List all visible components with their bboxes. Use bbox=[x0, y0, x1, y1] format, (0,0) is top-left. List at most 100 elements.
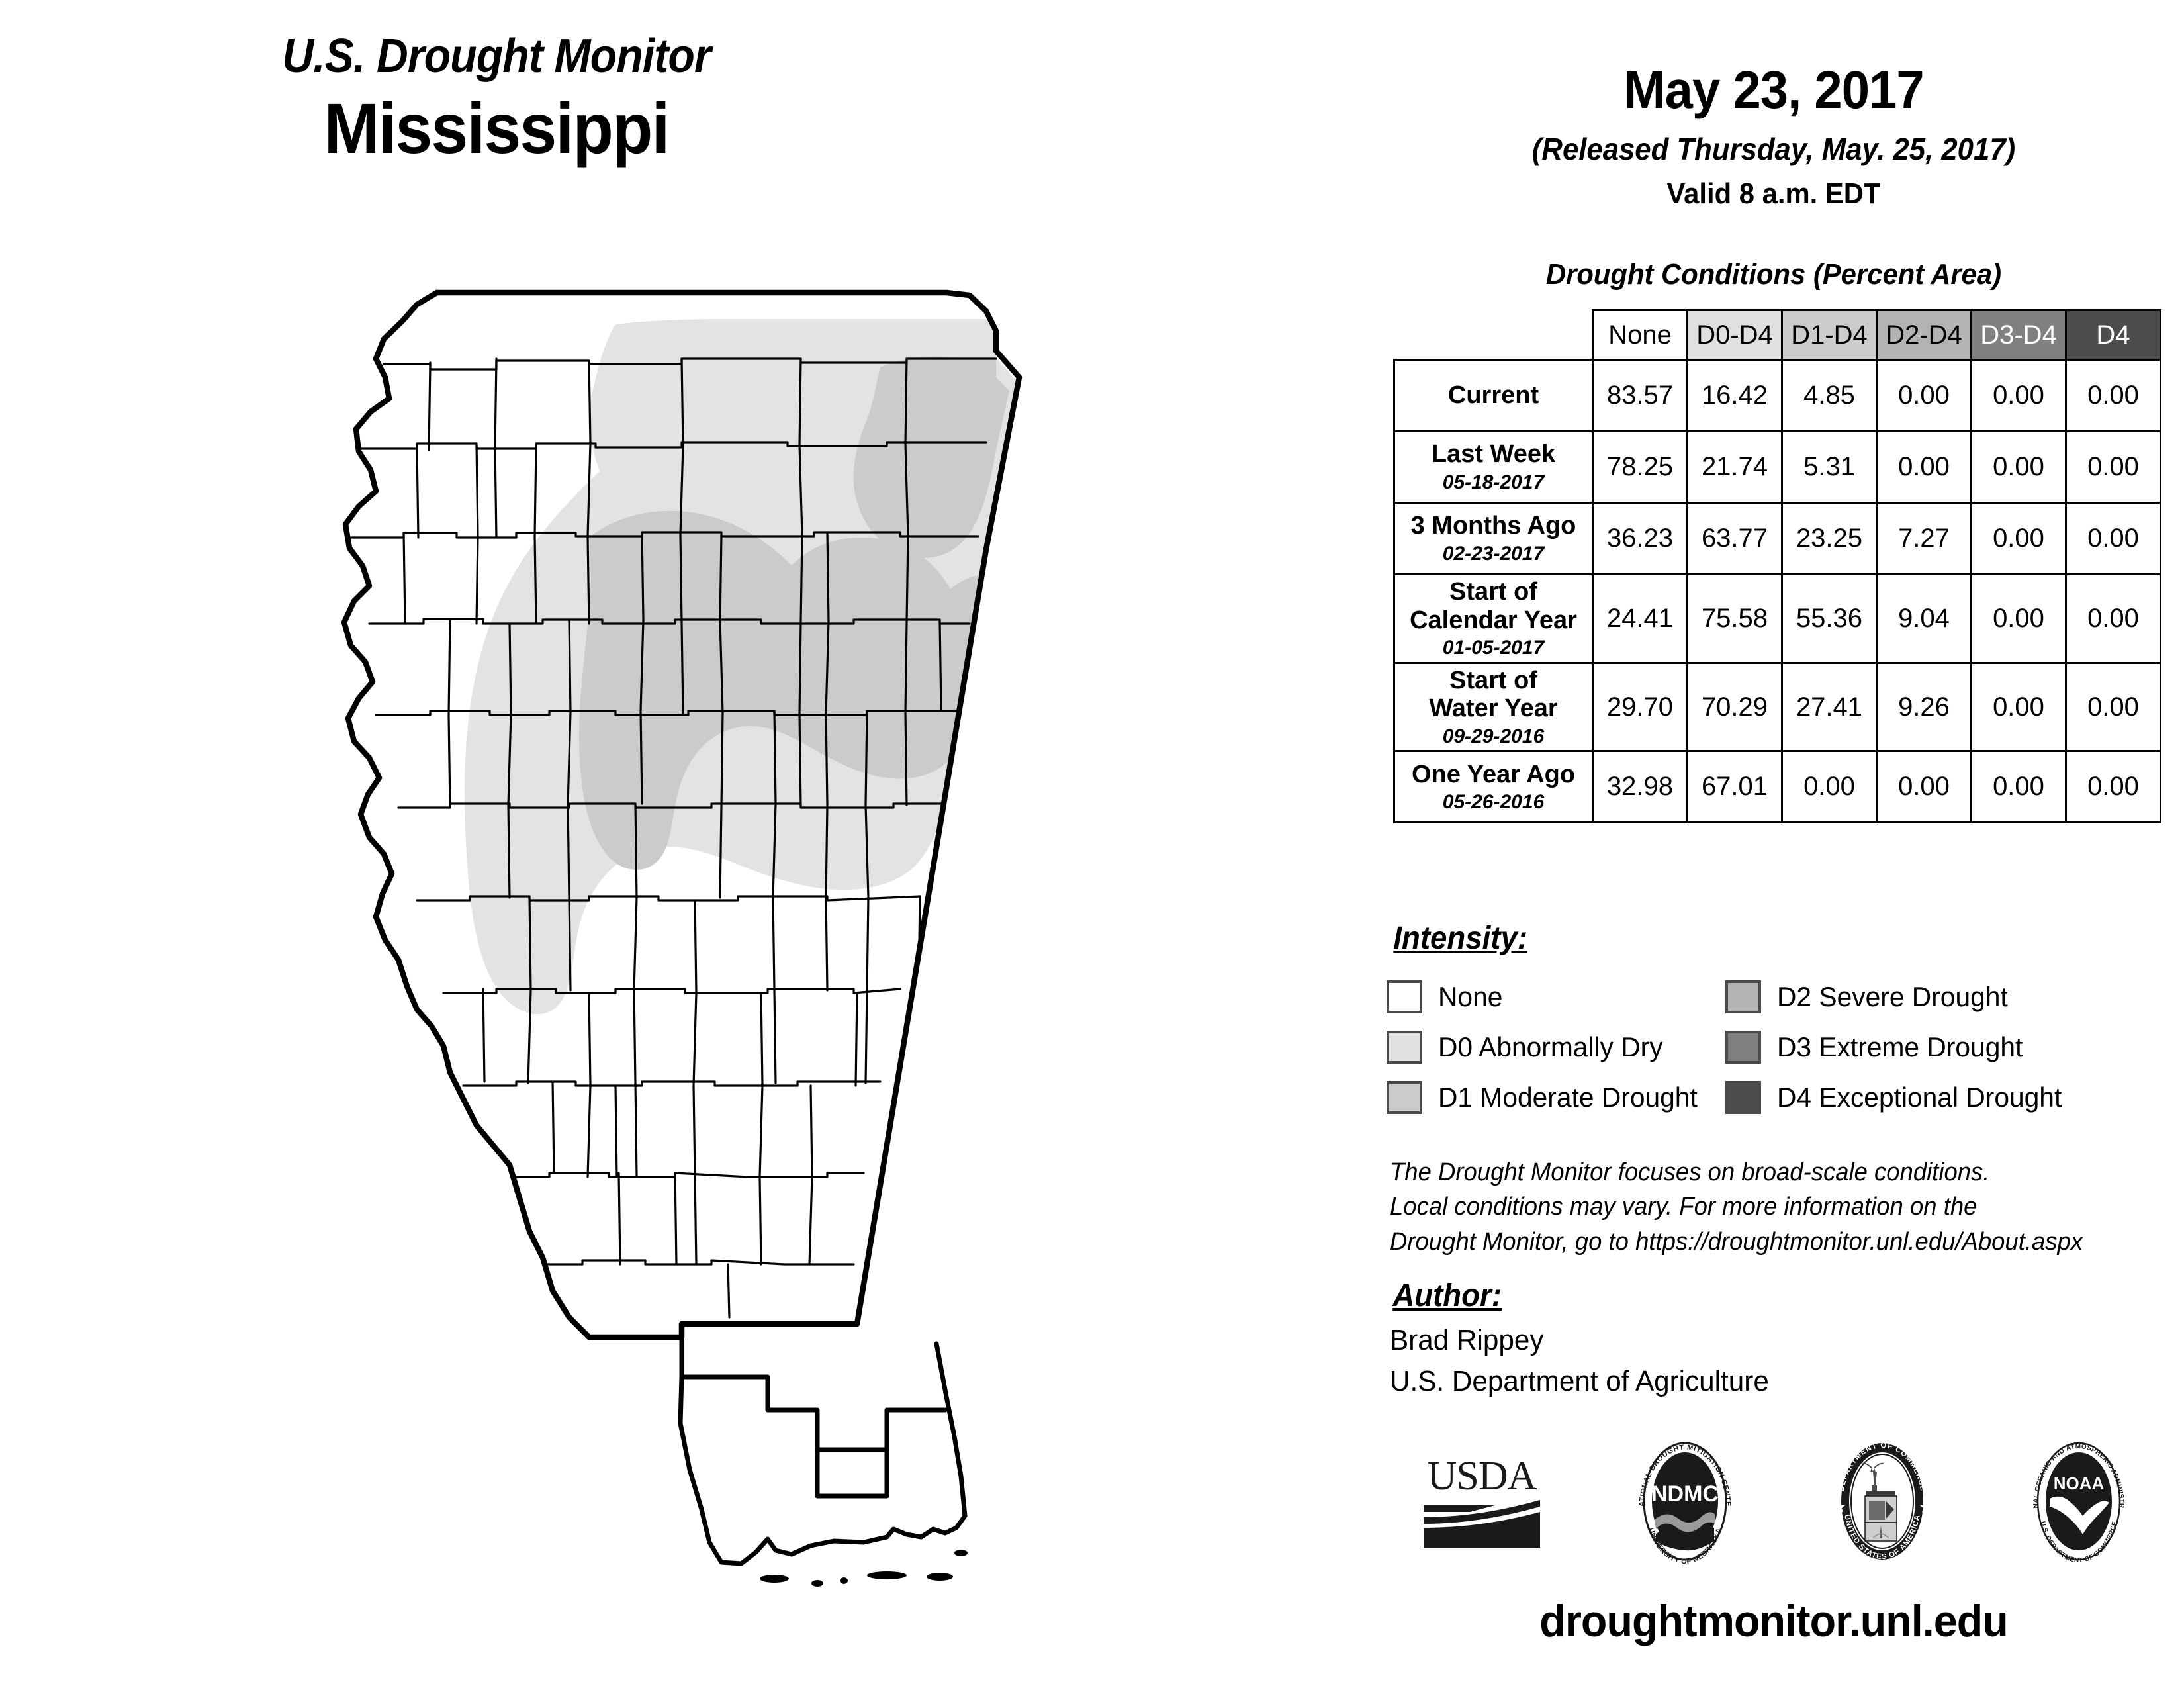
cell-none: 24.41 bbox=[1592, 573, 1688, 664]
legend-label: D0 Abnormally Dry bbox=[1438, 1031, 1663, 1062]
legend-item: D0 Abnormally Dry bbox=[1387, 1022, 1725, 1072]
ndmc-logo: NATIONAL DROUGHT MITIGATION CENTER UNIVE… bbox=[1623, 1429, 1745, 1571]
legend-swatch bbox=[1725, 1081, 1761, 1114]
cell-d3-d4: 0.00 bbox=[1970, 750, 2067, 824]
disclaimer-text: The Drought Monitor focuses on broad-sca… bbox=[1390, 1155, 2152, 1259]
row-date: 09-29-2016 bbox=[1442, 725, 1545, 747]
legend-item: D1 Moderate Drought bbox=[1387, 1072, 1725, 1123]
row-date: 05-18-2017 bbox=[1442, 471, 1545, 493]
author-heading: Author: bbox=[1392, 1278, 1502, 1313]
table-row: Current 83.57 16.42 4.85 0.00 0.00 0.00 bbox=[1393, 359, 2161, 432]
mississippi-river-boundary bbox=[341, 289, 592, 1340]
mississippi-drought-map bbox=[218, 285, 1158, 1602]
legend-label: D2 Severe Drought bbox=[1777, 981, 2008, 1012]
legend-label: None bbox=[1438, 981, 1503, 1012]
disclaimer-line-2: Local conditions may vary. For more info… bbox=[1390, 1193, 1978, 1221]
col-header-d1-d4: D1-D4 bbox=[1781, 309, 1878, 361]
row-label: Start of Calendar Year 01-05-2017 bbox=[1393, 573, 1594, 664]
cell-d4: 0.00 bbox=[2065, 430, 2161, 504]
author-name: Brad Rippey bbox=[1390, 1324, 1544, 1356]
date-header: May 23, 2017 (Released Thursday, May. 25… bbox=[1363, 60, 2184, 211]
partner-logos: USDA NATIONAL DROUGHT MITIGATION CENTER bbox=[1377, 1429, 2177, 1575]
legend-swatch bbox=[1387, 980, 1422, 1013]
author-organization: U.S. Department of Agriculture bbox=[1390, 1365, 1769, 1397]
table-row: 3 Months Ago 02-23-2017 36.23 63.77 23.25 7.2… bbox=[1393, 502, 2161, 575]
col-header-d0-d4: D0-D4 bbox=[1686, 309, 1783, 361]
usda-logo: USDA bbox=[1416, 1448, 1548, 1558]
disclaimer-line-3: Drought Monitor, go to https://droughtmo… bbox=[1390, 1227, 2083, 1256]
noaa-logo: NATIONAL OCEANIC AND ATMOSPHERIC ADMINIS… bbox=[2017, 1430, 2138, 1571]
disclaimer-line-1: The Drought Monitor focuses on broad-sca… bbox=[1390, 1158, 1990, 1186]
cell-d3-d4: 0.00 bbox=[1970, 661, 2067, 753]
gulf-coast bbox=[678, 1335, 968, 1566]
cell-d0-d4: 67.01 bbox=[1686, 750, 1783, 824]
cell-d4: 0.00 bbox=[2065, 750, 2161, 824]
legend-item: None bbox=[1387, 972, 1725, 1022]
cell-d2-d4: 0.00 bbox=[1876, 750, 1972, 824]
legend-item: D4 Exceptional Drought bbox=[1725, 1072, 2174, 1123]
svg-text:USDA: USDA bbox=[1427, 1454, 1537, 1499]
col-header-d4: D4 bbox=[2065, 309, 2161, 361]
cell-none: 78.25 bbox=[1592, 430, 1688, 504]
cell-d1-d4: 0.00 bbox=[1781, 750, 1878, 824]
cell-d4: 0.00 bbox=[2065, 661, 2161, 753]
cell-d1-d4: 55.36 bbox=[1781, 573, 1878, 664]
cell-d2-d4: 0.00 bbox=[1876, 430, 1972, 504]
table-caption: Drought Conditions (Percent Area) bbox=[1545, 258, 2002, 291]
legend-swatch bbox=[1725, 1031, 1761, 1064]
table-row: Start of Water Year 09-29-2016 29.70 70.29 27… bbox=[1393, 661, 2161, 753]
doc-logo: DEPARTMENT OF COMMERCE UNITED STATES OF … bbox=[1823, 1435, 1942, 1571]
cell-d0-d4: 70.29 bbox=[1686, 661, 1783, 753]
col-header-none: None bbox=[1592, 309, 1688, 361]
legend-label: D4 Exceptional Drought bbox=[1777, 1082, 2062, 1113]
cell-d1-d4: 4.85 bbox=[1781, 359, 1878, 432]
table-corner-cell bbox=[1394, 310, 1593, 360]
valid-time: Valid 8 a.m. EDT bbox=[1666, 177, 1881, 210]
map-panel: U.S. Drought Monitor Mississippi bbox=[0, 30, 1158, 1602]
table-head: None D0-D4 D1-D4 D2-D4 D3-D4 D4 bbox=[1394, 309, 2161, 361]
cell-d1-d4: 23.25 bbox=[1781, 502, 1878, 575]
table-row: Start of Calendar Year 01-05-2017 24.41 75.5… bbox=[1393, 573, 2161, 664]
cell-d0-d4: 21.74 bbox=[1686, 430, 1783, 504]
legend-item: D3 Extreme Drought bbox=[1725, 1022, 2174, 1072]
cell-d2-d4: 0.00 bbox=[1876, 359, 1972, 432]
legend-item: D2 Severe Drought bbox=[1725, 972, 2174, 1022]
state-outline bbox=[433, 289, 1023, 1340]
cell-d3-d4: 0.00 bbox=[1970, 502, 2067, 575]
svg-text:NDMC: NDMC bbox=[1651, 1481, 1719, 1507]
legend-swatch bbox=[1725, 980, 1761, 1013]
page-title: U.S. Drought Monitor Mississippi bbox=[0, 30, 993, 169]
cell-d0-d4: 16.42 bbox=[1686, 359, 1783, 432]
legend-swatch bbox=[1387, 1031, 1422, 1064]
col-header-d2-d4: D2-D4 bbox=[1876, 309, 1972, 361]
row-date: 01-05-2017 bbox=[1442, 637, 1545, 659]
row-label: Start of Water Year 09-29-2016 bbox=[1393, 661, 1594, 753]
row-date: 05-26-2016 bbox=[1442, 791, 1545, 814]
drought-area-d1 bbox=[579, 356, 1009, 870]
row-label: 3 Months Ago 02-23-2017 bbox=[1393, 502, 1594, 575]
released-date: (Released Thursday, May. 25, 2017) bbox=[1531, 132, 2016, 166]
table-body: Current 83.57 16.42 4.85 0.00 0.00 0.00 Last We… bbox=[1393, 359, 2161, 824]
info-panel: May 23, 2017 (Released Thursday, May. 25… bbox=[1363, 0, 2184, 1688]
cell-d0-d4: 75.58 bbox=[1686, 573, 1783, 664]
svg-text:NOAA: NOAA bbox=[2054, 1474, 2105, 1493]
cell-d2-d4: 9.04 bbox=[1876, 573, 1972, 664]
cell-d4: 0.00 bbox=[2065, 502, 2161, 575]
row-label: One Year Ago 05-26-2016 bbox=[1393, 750, 1594, 824]
legend-swatch bbox=[1387, 1081, 1422, 1114]
title-program: U.S. Drought Monitor bbox=[282, 30, 711, 83]
table-row: One Year Ago 05-26-2016 32.98 67.01 0.00 0.00… bbox=[1393, 750, 2161, 824]
footer-url: droughtmonitor.unl.edu bbox=[1539, 1596, 2008, 1646]
legend-label: D3 Extreme Drought bbox=[1777, 1031, 2023, 1062]
cell-none: 29.70 bbox=[1592, 661, 1688, 753]
legend-label: D1 Moderate Drought bbox=[1438, 1082, 1698, 1113]
cell-d3-d4: 0.00 bbox=[1970, 573, 2067, 664]
cell-d2-d4: 9.26 bbox=[1876, 661, 1972, 753]
barrier-islands bbox=[760, 1550, 968, 1587]
cell-d2-d4: 7.27 bbox=[1876, 502, 1972, 575]
title-state: Mississippi bbox=[324, 87, 670, 168]
row-label: Last Week 05-18-2017 bbox=[1393, 430, 1594, 504]
cell-d0-d4: 63.77 bbox=[1686, 502, 1783, 575]
valid-date: May 23, 2017 bbox=[1623, 60, 1924, 119]
cell-none: 32.98 bbox=[1592, 750, 1688, 824]
